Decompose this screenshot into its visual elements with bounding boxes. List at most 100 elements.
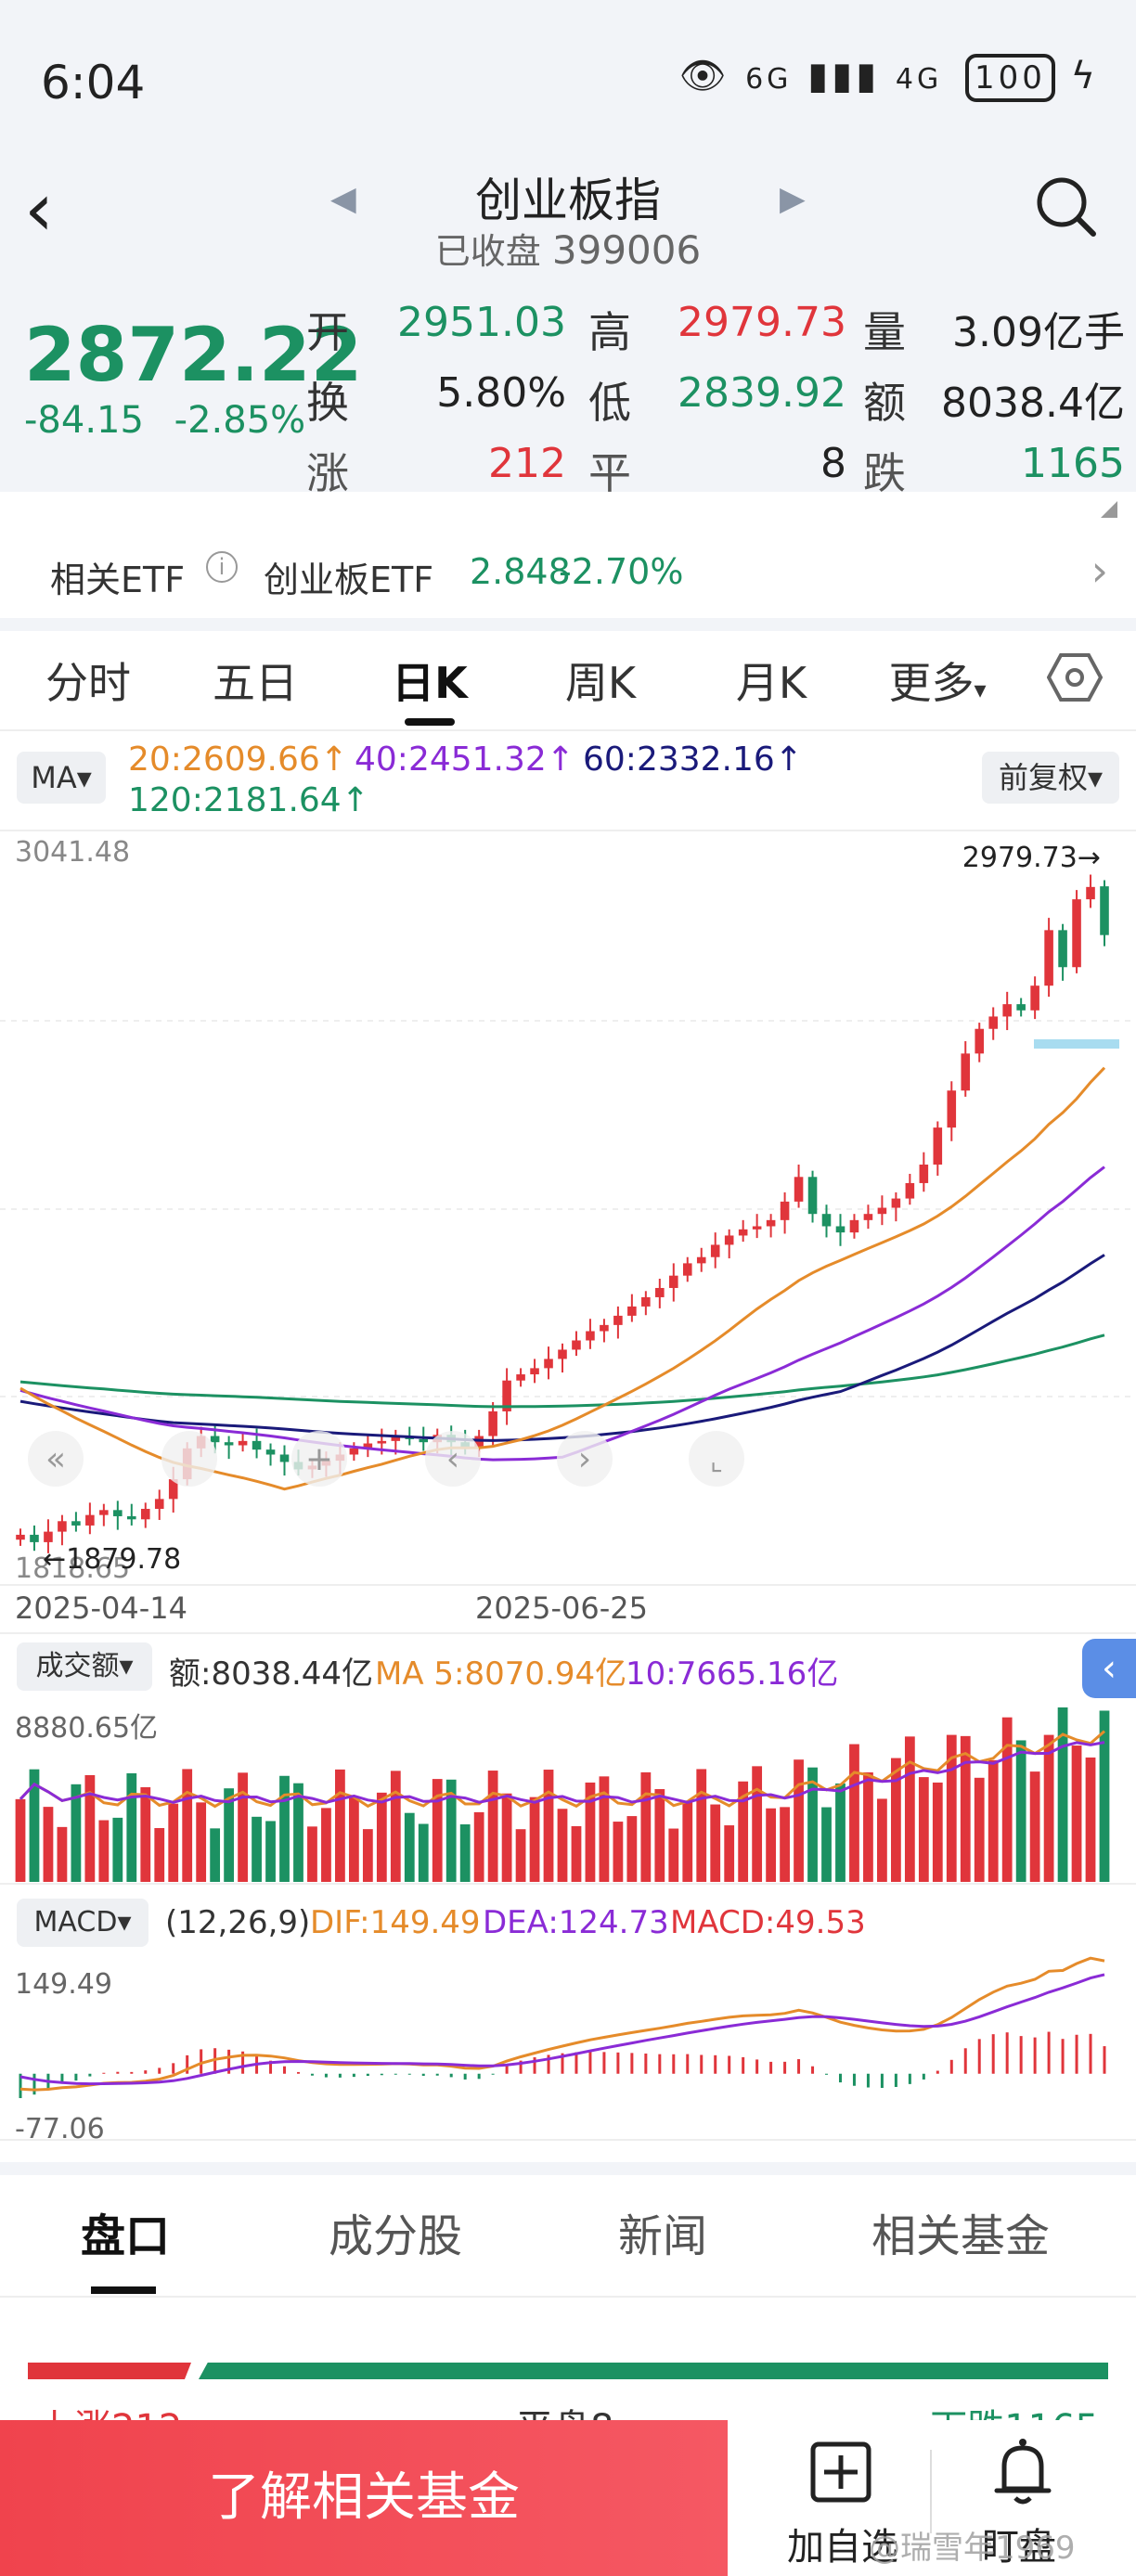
- candle-body: [377, 1440, 387, 1444]
- macd-bar: [561, 2053, 564, 2074]
- dif-line: [19, 1956, 1105, 2092]
- chevron-right-icon[interactable]: ›: [1091, 546, 1108, 596]
- volume-bar: [293, 1783, 303, 1882]
- tab-daily-k[interactable]: 日K: [392, 658, 468, 708]
- header-bar: [0, 167, 1136, 278]
- volume-bar: [654, 1789, 665, 1882]
- candle-body: [349, 1448, 359, 1455]
- kline-high-mark: 2979.73→: [962, 842, 1101, 874]
- ma60-line: [19, 1254, 1105, 1442]
- battery-icon: 100: [964, 54, 1055, 102]
- volume-bar: [613, 1822, 624, 1882]
- macd-bar: [728, 2055, 731, 2074]
- volume-bar: [112, 1817, 123, 1882]
- back-icon[interactable]: ‹: [24, 166, 54, 252]
- volume-bar: [696, 1769, 707, 1882]
- candle-body: [516, 1374, 525, 1381]
- tab-pankou[interactable]: 盘口: [80, 2210, 170, 2262]
- macd-dea: DEA:124.73: [483, 1904, 669, 1941]
- fullscreen-icon[interactable]: [689, 1431, 744, 1487]
- volume-bar: [432, 1779, 443, 1882]
- macd-bar: [533, 2057, 536, 2074]
- volume-bar: [210, 1828, 221, 1882]
- learn-funds-button[interactable]: 了解相关基金: [0, 2420, 728, 2576]
- collapse-panel-icon[interactable]: ‹: [1082, 1639, 1136, 1698]
- volume-bar: [335, 1769, 345, 1882]
- macd-indicator-button[interactable]: MACD▾: [17, 1899, 148, 1947]
- volume-bar: [766, 1808, 777, 1882]
- candle-body: [738, 1229, 748, 1236]
- high-value: 2979.73: [678, 299, 846, 346]
- volume-max-label: 8880.65亿: [15, 1712, 158, 1745]
- macd-bar: [394, 2073, 397, 2075]
- volume-ma10-line: [19, 1741, 1105, 1804]
- macd-bar: [60, 2073, 64, 2084]
- macd-bar: [686, 2054, 690, 2074]
- amount-value: 8038.4亿: [941, 380, 1125, 427]
- volume-bar: [626, 1816, 638, 1882]
- zoom-out-icon[interactable]: [161, 1431, 217, 1487]
- bell-icon[interactable]: [989, 2437, 1056, 2507]
- settings-hexagon-icon[interactable]: [1047, 653, 1103, 702]
- page-title: 创业板指: [475, 174, 661, 227]
- flat-count: 8: [820, 440, 846, 487]
- candle-body: [279, 1454, 290, 1462]
- adjust-button[interactable]: 前复权▾: [982, 752, 1119, 804]
- volume-bar: [126, 1772, 137, 1882]
- candle-body: [391, 1436, 401, 1441]
- macd-bar: [1061, 2039, 1065, 2074]
- volume-bar: [252, 1816, 262, 1882]
- expand-corner-icon[interactable]: [1101, 501, 1117, 518]
- scroll-left-fast-icon[interactable]: [28, 1431, 84, 1487]
- candle-body: [113, 1510, 123, 1516]
- price-highlight: [1034, 1039, 1119, 1049]
- volume-bar: [988, 1759, 999, 1882]
- volume-indicator-button[interactable]: 成交额▾: [17, 1642, 152, 1691]
- volume-bar: [84, 1774, 96, 1882]
- tab-underline: [91, 2286, 156, 2294]
- volume-bar: [752, 1766, 763, 1882]
- status-time: 6:04: [41, 56, 146, 109]
- add-watchlist-label[interactable]: 加自选: [787, 2526, 898, 2569]
- ma-button-label: MA: [31, 760, 77, 795]
- volume-bar: [362, 1829, 373, 1882]
- zoom-in-icon[interactable]: [291, 1431, 347, 1487]
- prev-index-icon[interactable]: ◀: [330, 180, 356, 218]
- tab-five-day[interactable]: 五日: [213, 658, 298, 708]
- volume-bar: [515, 1829, 526, 1882]
- tab-news[interactable]: 新闻: [617, 2210, 707, 2262]
- ma-indicator-button[interactable]: MA▾: [17, 752, 106, 804]
- next-index-icon[interactable]: ▶: [780, 180, 806, 218]
- candle-body: [794, 1177, 804, 1202]
- tab-constituents[interactable]: 成分股: [328, 2210, 462, 2262]
- tab-intraday[interactable]: 分时: [45, 658, 131, 708]
- candle-body: [586, 1331, 595, 1341]
- watch-label[interactable]: 盯盘: [982, 2526, 1056, 2569]
- tab-monthly-k[interactable]: 月K: [735, 658, 807, 708]
- candle-body: [975, 1028, 985, 1054]
- candle-body: [502, 1380, 511, 1411]
- tab-weekly-k[interactable]: 周K: [564, 658, 637, 708]
- macd-bar: [74, 2073, 78, 2081]
- kline-chart[interactable]: « + ‹ › ⌞ 3041.48 2979.73→ 1818.65 ←1879…: [0, 817, 1136, 2162]
- tab-more[interactable]: 更多▾: [872, 650, 1002, 711]
- scroll-right-icon[interactable]: [557, 1431, 613, 1487]
- volume-bar: [196, 1802, 207, 1882]
- volume-amount: 额:8038.44亿: [169, 1655, 374, 1693]
- candle-body: [877, 1207, 887, 1215]
- macd-bar: [172, 2063, 175, 2074]
- breadth-up-bar: [28, 2363, 191, 2379]
- tab-related-funds[interactable]: 相关基金: [871, 2210, 1050, 2262]
- signal-icon: ▮▮▮: [807, 55, 881, 97]
- volume-bar: [445, 1779, 457, 1882]
- etf-bar[interactable]: [0, 529, 1136, 618]
- search-icon[interactable]: [1032, 173, 1099, 239]
- volume-bar: [459, 1823, 471, 1882]
- add-watchlist-icon[interactable]: [809, 2441, 872, 2504]
- candle-body: [168, 1479, 178, 1500]
- candle-body: [265, 1449, 276, 1455]
- info-icon[interactable]: i: [206, 551, 238, 583]
- macd-params: (12,26,9): [165, 1904, 311, 1941]
- volume-bar: [279, 1775, 290, 1882]
- scroll-left-icon[interactable]: [425, 1431, 481, 1487]
